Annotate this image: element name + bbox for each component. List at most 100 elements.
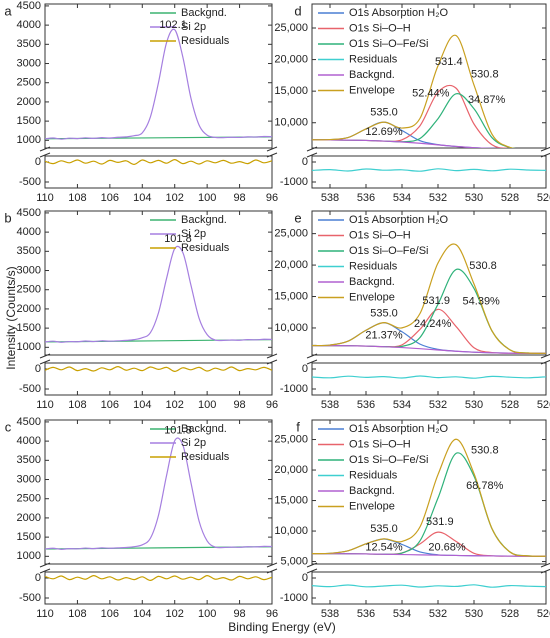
y-tick-label: 20,000 xyxy=(274,259,308,271)
x-tick-label: 108 xyxy=(68,399,86,411)
x-tick-label: 536 xyxy=(357,399,375,411)
y-tick-label: 1500 xyxy=(17,322,41,334)
series-line xyxy=(312,553,546,557)
axis-break xyxy=(540,152,550,158)
annotation: 535.0 xyxy=(370,107,398,119)
series-line xyxy=(312,168,546,172)
x-tick-label: 102 xyxy=(166,608,184,620)
y-axis-label: Intensity (Counts/s) xyxy=(4,266,18,369)
y-tick-label: 4500 xyxy=(17,416,41,428)
panel-letter: f xyxy=(296,419,300,434)
axis-break xyxy=(306,359,318,365)
plot-frame-lower xyxy=(311,155,547,189)
axis-break xyxy=(540,353,550,359)
annotation: 52.44% xyxy=(412,88,450,100)
axis-break xyxy=(39,568,51,574)
x-tick-label: 526 xyxy=(537,608,550,620)
legend-label: Backgnd. xyxy=(181,423,227,435)
y2-tick-label: -500 xyxy=(19,176,41,188)
x-tick-label: 96 xyxy=(266,608,278,620)
y-tick-label: 10,000 xyxy=(274,525,308,537)
annotation: 101.8 xyxy=(164,233,192,245)
axis-break xyxy=(39,353,51,359)
plot-frame-lower xyxy=(311,571,547,605)
annotation: 535.0 xyxy=(370,523,398,535)
x-tick-label: 100 xyxy=(198,608,216,620)
x-tick-label: 526 xyxy=(537,399,550,411)
series-line xyxy=(312,121,508,148)
axis-break xyxy=(540,146,550,152)
axis-break xyxy=(39,152,51,158)
series-line xyxy=(312,438,546,557)
y-tick-label: 20,000 xyxy=(274,464,308,476)
x-tick-label: 100 xyxy=(198,192,216,204)
annotation: 34.87% xyxy=(468,94,506,106)
plot-frame-upper xyxy=(311,3,547,149)
y-tick-label: 25,000 xyxy=(274,433,308,445)
axis-break xyxy=(266,146,278,152)
y-tick-label: 2000 xyxy=(17,303,41,315)
y2-tick-label: -500 xyxy=(19,383,41,395)
y-tick-label: 2500 xyxy=(17,284,41,296)
legend-label: Si 2p xyxy=(181,228,206,240)
y2-tick-label: -1000 xyxy=(280,176,308,188)
x-tick-label: 110 xyxy=(36,399,54,411)
axis-break xyxy=(540,568,550,574)
series-line xyxy=(312,308,546,354)
y-tick-label: 15,000 xyxy=(274,494,308,506)
y-tick-label: 1000 xyxy=(17,550,41,562)
y-tick-label: 10,000 xyxy=(274,117,308,129)
x-tick-label: 526 xyxy=(537,192,550,204)
legend-label: Backgnd. xyxy=(349,485,395,497)
annotation: 531.9 xyxy=(422,295,450,307)
x-tick-label: 528 xyxy=(501,399,519,411)
y-tick-label: 4000 xyxy=(17,435,41,447)
series-line xyxy=(45,28,272,140)
x-tick-label: 538 xyxy=(321,192,339,204)
panel-letter: c xyxy=(5,419,12,434)
panel-letter: d xyxy=(294,3,301,18)
y-tick-label: 3500 xyxy=(17,245,41,257)
y-tick-label: 3000 xyxy=(17,473,41,485)
plot-frame-upper xyxy=(44,210,273,356)
x-tick-label: 530 xyxy=(465,608,483,620)
y-tick-label: 1500 xyxy=(17,531,41,543)
annotation: 530.8 xyxy=(471,444,499,456)
series-line xyxy=(312,243,546,354)
plot-frame-lower xyxy=(44,155,273,189)
x-tick-label: 100 xyxy=(198,399,216,411)
legend-label: O1s Absorption H₂O xyxy=(349,7,448,19)
y-tick-label: 3500 xyxy=(17,38,41,50)
annotation: 531.9 xyxy=(426,516,454,528)
axis-break xyxy=(306,146,318,152)
series-line xyxy=(312,584,546,588)
x-tick-label: 96 xyxy=(266,399,278,411)
y2-tick-label: 0 xyxy=(35,363,41,375)
axis-break xyxy=(540,359,550,365)
y-tick-label: 15,000 xyxy=(274,85,308,97)
legend-label: Si 2p xyxy=(181,21,206,33)
annotation: 102.1 xyxy=(159,19,187,31)
plot-frame-lower xyxy=(311,362,547,396)
plot-frame-upper xyxy=(311,419,547,565)
axis-break xyxy=(266,359,278,365)
series-line xyxy=(45,365,272,373)
x-tick-label: 106 xyxy=(101,192,119,204)
legend-label: Residuals xyxy=(181,35,230,47)
x-tick-label: 106 xyxy=(101,399,119,411)
legend-label: Envelope xyxy=(349,291,395,303)
x-tick-label: 530 xyxy=(465,399,483,411)
y-tick-label: 15,000 xyxy=(274,290,308,302)
x-tick-label: 538 xyxy=(321,399,339,411)
annotation: 530.8 xyxy=(469,260,497,272)
x-tick-label: 104 xyxy=(133,399,151,411)
axis-break xyxy=(39,359,51,365)
y2-tick-label: 0 xyxy=(302,156,308,168)
y-tick-label: 2500 xyxy=(17,493,41,505)
y-tick-label: 1500 xyxy=(17,115,41,127)
y2-tick-label: -1000 xyxy=(280,592,308,604)
x-tick-label: 532 xyxy=(429,399,447,411)
plot-frame-upper xyxy=(44,419,273,565)
legend-label: O1s Si–O–H xyxy=(349,438,411,450)
